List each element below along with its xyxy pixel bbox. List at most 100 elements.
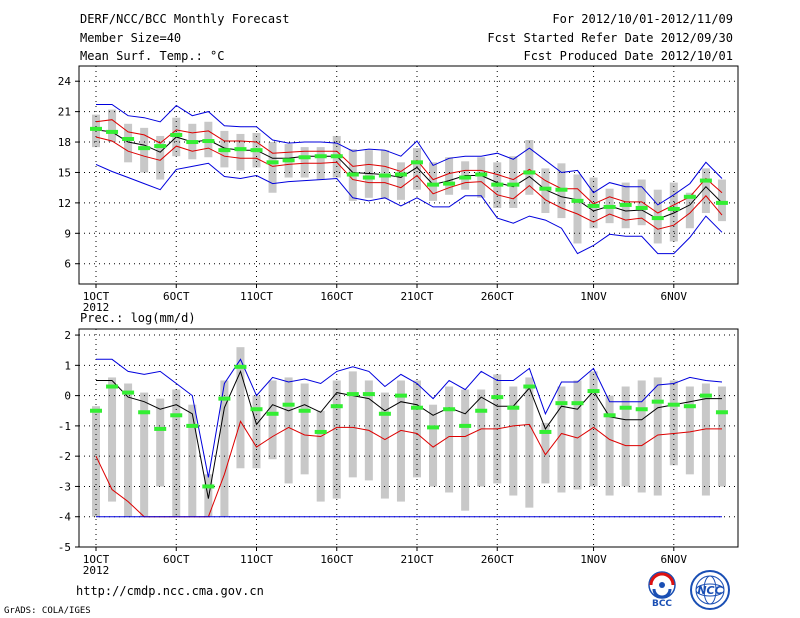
prec-obs-mark (555, 401, 568, 406)
temp-obs-mark (202, 139, 215, 144)
prec-obs-mark (218, 396, 231, 401)
prec-line-upper-bound (96, 358, 723, 478)
header-produced-date: Fcst Produced Date 2012/10/01 (523, 49, 733, 63)
header-start-date: Fcst Started Refer Date 2012/09/30 (487, 31, 733, 45)
prec-spread-box (284, 377, 293, 484)
temp-ytick-label: 9 (64, 227, 71, 240)
temp-ytick-label: 21 (58, 106, 71, 119)
prec-obs-mark (443, 407, 456, 412)
temp-obs-mark (330, 154, 343, 159)
temp-xtick-year: 2012 (83, 301, 110, 314)
temp-xtick-label: 26OCT (481, 290, 514, 303)
prec-obs-mark (330, 404, 343, 409)
prec-obs-mark (138, 410, 151, 415)
prec-spread-box (557, 386, 566, 493)
prec-line-ensemble-mean (96, 369, 722, 499)
temp-spread-box (525, 140, 534, 195)
prec-spread-box (525, 377, 534, 508)
temp-spread-box (156, 135, 165, 180)
temp-spread-box (124, 123, 133, 163)
prec-spread-box (252, 395, 261, 469)
prec-obs-mark (539, 429, 552, 434)
temp-spread-box (541, 168, 550, 214)
temp-xtick-label: 6OCT (163, 290, 190, 303)
temp-frame (78, 65, 739, 285)
temp-ytick-label: 6 (64, 258, 71, 271)
temp-obs-mark (491, 182, 504, 187)
prec-ytick-label: -2 (58, 450, 71, 463)
temp-obs-mark (571, 198, 584, 203)
prec-obs-mark (523, 384, 536, 389)
temp-obs-mark (539, 186, 552, 191)
prec-spread-box (140, 392, 149, 517)
temp-obs-mark (635, 205, 648, 210)
prec-obs-mark (106, 384, 119, 389)
prec-spread-box (685, 386, 694, 475)
prec-spread-box (429, 404, 438, 487)
temp-spread-box (108, 109, 117, 143)
temp-xtick-label: 1OCT (83, 290, 110, 303)
temp-obs-mark (378, 173, 391, 178)
prec-obs-mark (170, 413, 183, 418)
temp-obs-mark (427, 182, 440, 187)
header-variable: Mean Surf. Temp.: °C (80, 49, 225, 63)
temp-obs-mark (250, 148, 263, 153)
footer-url[interactable]: http://cmdp.ncc.cma.gov.cn (76, 584, 264, 598)
temp-line-lower-red- (95, 136, 723, 230)
prec-obs-mark (683, 404, 696, 409)
temp-xtick-label: 1NOV (580, 290, 607, 303)
temp-obs-mark (587, 203, 600, 208)
temp-obs-mark (154, 144, 167, 149)
header-title: DERF/NCC/BCC Monthly Forecast (80, 12, 290, 26)
temp-obs-mark (619, 202, 632, 207)
prec-spread-box (172, 389, 181, 517)
temp-spread-box (268, 142, 277, 193)
temp-spread-box (300, 147, 309, 178)
temp-obs-mark (362, 175, 375, 180)
prec-xtick-label: 11OCT (240, 553, 273, 566)
prec-xtick-label: 26OCT (481, 553, 514, 566)
prec-spread-box (509, 386, 518, 496)
prec-obs-mark (266, 411, 279, 416)
prec-obs-mark (635, 407, 648, 412)
temp-spread-box (573, 174, 582, 244)
prec-spread-box (461, 389, 470, 511)
prec-spread-box (236, 347, 245, 469)
prec-obs-mark (282, 402, 295, 407)
prec-obs-mark (715, 410, 728, 415)
temp-xtick-label: 11OCT (240, 290, 273, 303)
ncc-logo: NCC (690, 570, 730, 610)
header-member-size: Member Size=40 (80, 31, 182, 45)
temp-spread-box (589, 177, 598, 229)
temp-obs-mark (459, 175, 472, 180)
temp-obs-mark (651, 216, 664, 221)
prec-spread-box (701, 383, 710, 496)
temp-obs-mark (523, 170, 536, 175)
temp-obs-mark (683, 194, 696, 199)
bcc-logo: BCC (648, 571, 676, 608)
temp-spread-box (477, 157, 486, 198)
prec-spread-box (316, 410, 325, 502)
prec-spread-box (300, 383, 309, 475)
temp-xtick-label: 6NOV (661, 290, 688, 303)
prec-spread-box (573, 380, 582, 490)
temp-spread-box (396, 162, 405, 200)
prec-obs-mark (314, 429, 327, 434)
prec-obs-mark (587, 389, 600, 394)
temp-ytick-label: 15 (58, 166, 71, 179)
bcc-logo-text: BCC (652, 599, 672, 608)
prec-obs-mark (298, 408, 311, 413)
temp-obs-mark (186, 140, 199, 145)
prec-spread-box (268, 380, 277, 460)
temp-spread-box (92, 114, 100, 148)
prec-spread-box (637, 380, 646, 493)
temp-spread-box (236, 133, 245, 171)
header-period: For 2012/10/01-2012/11/09 (552, 12, 733, 26)
prec-spread-box (124, 383, 133, 517)
prec-ytick-label: 2 (64, 329, 71, 342)
temp-ytick-label: 18 (58, 136, 71, 149)
prec-obs-mark (427, 425, 440, 430)
